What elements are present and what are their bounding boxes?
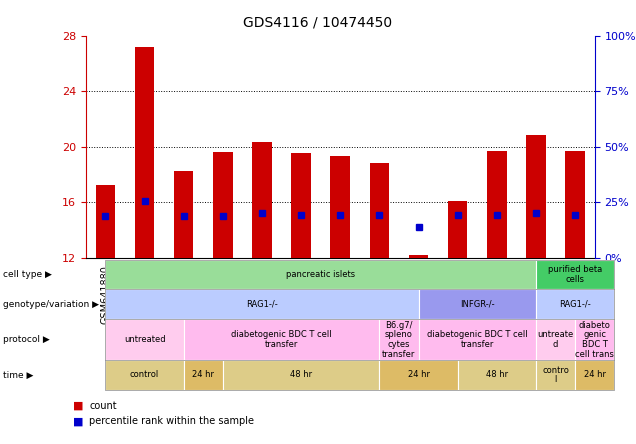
Text: 48 hr: 48 hr [290, 370, 312, 380]
Bar [409, 255, 428, 258]
Text: ■: ■ [73, 416, 84, 427]
Text: control: control [130, 370, 159, 380]
Bar [95, 186, 115, 258]
Text: ■: ■ [73, 401, 84, 411]
Bar [331, 156, 350, 258]
Text: 24 hr: 24 hr [408, 370, 429, 380]
Bar [213, 152, 233, 258]
Text: diabetogenic BDC T cell
transfer: diabetogenic BDC T cell transfer [232, 330, 332, 349]
Text: cell type ▶: cell type ▶ [3, 270, 52, 279]
Text: RAG1-/-: RAG1-/- [559, 300, 591, 309]
Text: 24 hr: 24 hr [192, 370, 214, 380]
Text: untreated: untreated [124, 335, 165, 344]
Bar [487, 151, 507, 258]
Bar [174, 171, 193, 258]
Text: percentile rank within the sample: percentile rank within the sample [89, 416, 254, 427]
Text: purified beta
cells: purified beta cells [548, 265, 602, 284]
Bar [135, 47, 155, 258]
Text: time ▶: time ▶ [3, 370, 34, 380]
Bar [252, 143, 272, 258]
Text: RAG1-/-: RAG1-/- [246, 300, 278, 309]
Text: count: count [89, 401, 116, 411]
Bar [526, 135, 546, 258]
Text: 48 hr: 48 hr [486, 370, 508, 380]
Text: protocol ▶: protocol ▶ [3, 335, 50, 344]
Text: diabetogenic BDC T cell
transfer: diabetogenic BDC T cell transfer [427, 330, 527, 349]
Text: GDS4116 / 10474450: GDS4116 / 10474450 [244, 16, 392, 30]
Text: diabeto
genic
BDC T
cell trans: diabeto genic BDC T cell trans [575, 321, 614, 359]
Text: B6.g7/
spleno
cytes
transfer: B6.g7/ spleno cytes transfer [382, 321, 416, 359]
Bar [448, 201, 467, 258]
Bar [291, 154, 311, 258]
Text: pancreatic islets: pancreatic islets [286, 270, 356, 279]
Text: genotype/variation ▶: genotype/variation ▶ [3, 300, 99, 309]
Bar [370, 163, 389, 258]
Text: 24 hr: 24 hr [584, 370, 605, 380]
Text: INFGR-/-: INFGR-/- [460, 300, 495, 309]
Text: contro
l: contro l [542, 365, 569, 385]
Bar [565, 151, 585, 258]
Text: untreate
d: untreate d [537, 330, 574, 349]
